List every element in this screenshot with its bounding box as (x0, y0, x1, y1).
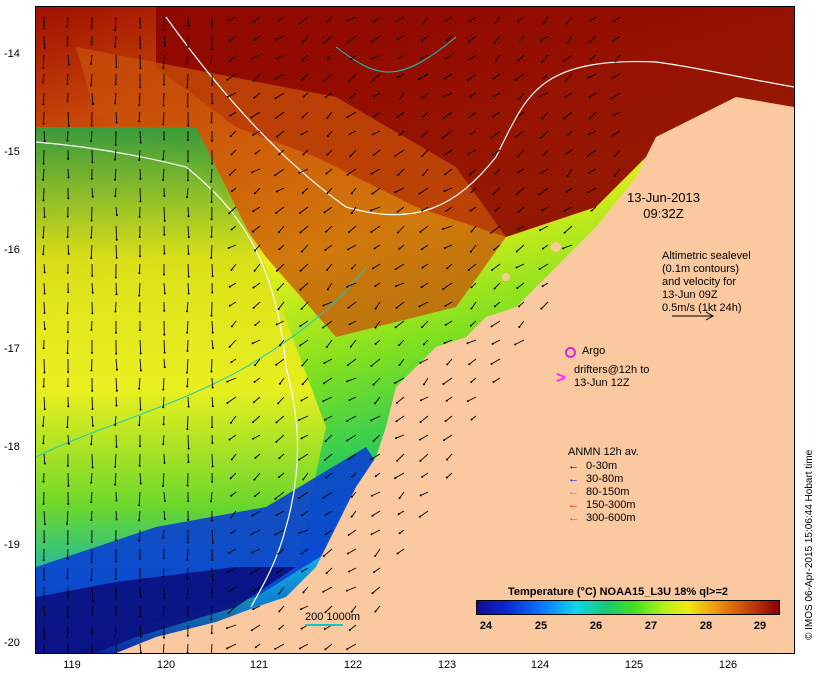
latitude-tick-label: -16 (4, 244, 20, 256)
altimetry-note: Altimetric sealevel (0.1m contours) and … (662, 250, 751, 315)
drifter-marker-icon: > (556, 368, 566, 387)
legend-arrow-icon: ← (568, 512, 579, 524)
longitude-tick-label: 120 (156, 659, 176, 671)
longitude-tick-label: 122 (343, 659, 363, 671)
isobath-contour (335, 36, 457, 73)
velocity-arrows (42, 16, 621, 653)
colorbar-tick-label: 24 (479, 620, 493, 632)
legend-arrow-icon: ← (568, 460, 579, 472)
colorbar-tick-label: 29 (753, 620, 767, 632)
land (116, 97, 794, 653)
latitude-tick-label: -19 (4, 539, 20, 551)
timestamp-date: 13-Jun-2013 (627, 190, 700, 205)
sealevel-contour (36, 141, 299, 608)
anmn-legend-item: ← 80-150m (568, 486, 629, 498)
altimetry-line: 0.5m/s (1kt 24h) (662, 302, 742, 314)
drifter-label-line: drifters@12h to (574, 364, 650, 376)
anmn-legend-item: ← 300-600m (568, 512, 636, 524)
latitude-tick-label: -15 (4, 146, 20, 158)
longitude-tick-label: 124 (530, 659, 550, 671)
anmn-legend-title: ANMN 12h av. (568, 446, 639, 458)
altimetry-line: 13-Jun 09Z (662, 289, 718, 301)
colorbar-tick-label: 25 (534, 620, 548, 632)
legend-arrow-icon: ← (568, 486, 579, 498)
sst-map-image (36, 7, 794, 653)
argo-label: Argo (582, 345, 606, 357)
legend-arrow-icon: ← (568, 499, 579, 511)
latitude-tick-label: -20 (4, 637, 20, 649)
temperature-colorbar (476, 600, 780, 615)
timestamp: 13-Jun-2013 09:32Z (627, 190, 700, 222)
altimetry-line: (0.1m contours) (662, 263, 740, 275)
sealevel-contour (165, 16, 794, 216)
colorbar-tick-label: 27 (644, 620, 658, 632)
anmn-legend-item: ← 30-80m (568, 473, 623, 485)
warm-water-ne (156, 7, 794, 237)
colorbar-tick-label: 28 (699, 620, 713, 632)
drifter-label-line: 13-Jun 12Z (574, 377, 630, 389)
isobath-contour (36, 266, 367, 458)
latitude-tick-label: -18 (4, 441, 20, 453)
warm-water-band (76, 47, 506, 337)
legend-item-label: 0-30m (586, 460, 618, 472)
longitude-tick-label: 121 (249, 659, 269, 671)
isobath-scale-line (305, 624, 343, 626)
latitude-tick-label: -14 (4, 48, 20, 60)
anmn-legend-item: ← 150-300m (568, 499, 636, 511)
latitude-tick-label: -17 (4, 343, 20, 355)
colorbar-tick-label: 26 (589, 620, 603, 632)
legend-item-label: 30-80m (586, 473, 624, 485)
drifter-label: drifters@12h to 13-Jun 12Z (574, 364, 649, 390)
longitude-tick-label: 119 (63, 659, 81, 671)
sst-map[interactable] (35, 6, 795, 654)
credit-text: © IMOS 06-Apr-2015 15:06:44 Hobart time (804, 449, 815, 640)
legend-item-label: 300-600m (586, 512, 636, 524)
reference-arrow (672, 311, 715, 321)
cold-water-core (36, 567, 296, 653)
longitude-tick-label: 126 (718, 659, 738, 671)
colorbar-title: Temperature (°C) NOAA15_L3U 18% ql>=2 (508, 586, 728, 598)
timestamp-time: 09:32Z (643, 206, 684, 221)
altimetry-line: Altimetric sealevel (662, 250, 751, 262)
argo-marker-icon (565, 347, 576, 358)
isobath-scale-label: 200 1000m (305, 611, 361, 623)
anmn-legend-item: ← 0-30m (568, 460, 617, 472)
legend-arrow-icon: ← (568, 473, 579, 485)
legend-item-label: 150-300m (586, 499, 636, 511)
longitude-tick-label: 125 (624, 659, 644, 671)
legend-item-label: 80-150m (586, 486, 630, 498)
longitude-tick-label: 123 (437, 659, 457, 671)
altimetry-line: and velocity for (662, 276, 736, 288)
